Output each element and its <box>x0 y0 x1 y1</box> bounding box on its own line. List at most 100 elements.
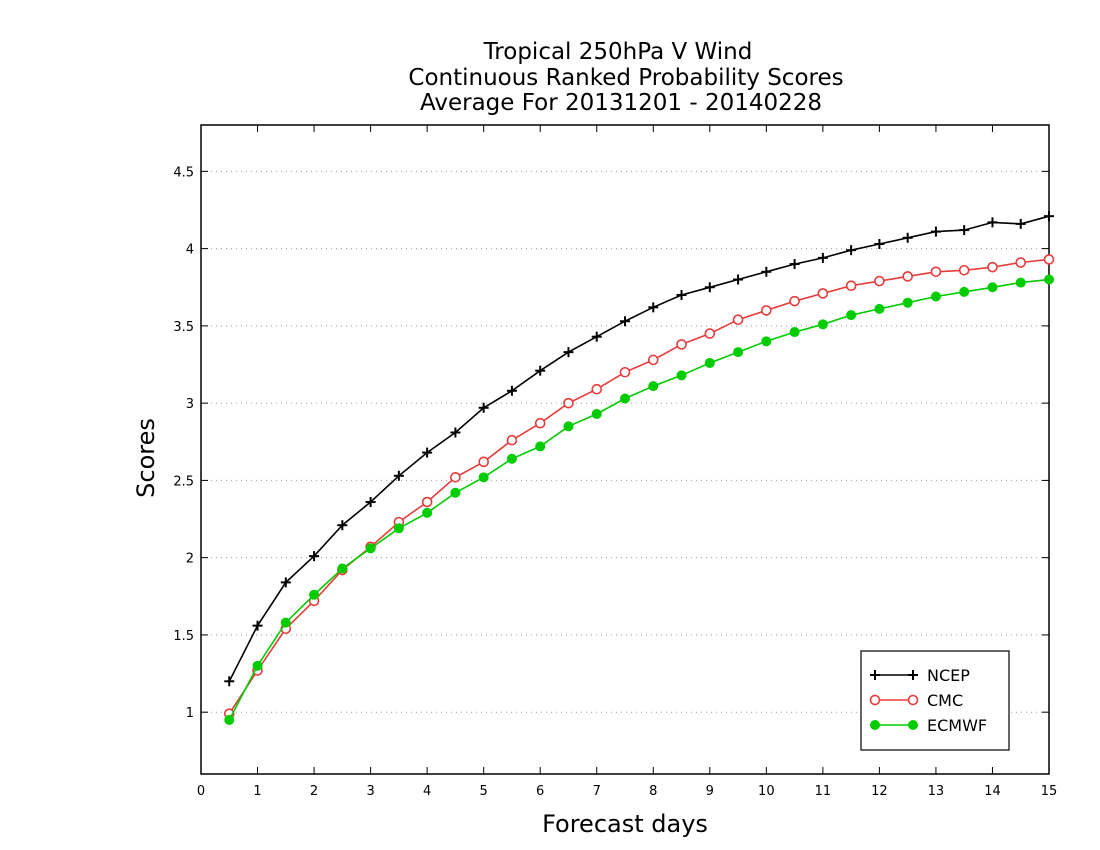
data-point-ecmwf <box>1044 274 1054 285</box>
legend-label-cmc: CMC <box>927 691 963 710</box>
x-tick-label: 11 <box>815 784 832 799</box>
x-axis: 0 1 2 3 4 5 6 7 8 9 10 11 12 13 14 15 <box>197 125 1057 799</box>
data-point-ncep <box>874 238 885 249</box>
data-point-ecmwf <box>393 523 404 534</box>
data-point-ecmwf <box>789 327 800 338</box>
x-tick-label: 2 <box>310 784 318 799</box>
data-point-ecmwf <box>1015 277 1026 288</box>
y-axis-label: Scores <box>132 418 160 498</box>
x-tick-label: 4 <box>423 784 431 799</box>
data-point-ncep <box>1044 211 1054 222</box>
data-point-cmc <box>421 496 433 508</box>
data-point-cmc <box>987 261 998 273</box>
data-point-ncep <box>422 447 433 458</box>
x-tick-label: 14 <box>984 784 1001 799</box>
data-point-ncep <box>506 385 517 396</box>
data-point-ecmwf <box>506 453 517 464</box>
legend-label-ecmwf: ECMWF <box>927 716 987 735</box>
legend-marker <box>870 720 880 730</box>
data-point-ncep <box>365 497 376 508</box>
data-point-ncep <box>987 217 998 228</box>
data-point-cmc <box>704 328 716 339</box>
data-point-ncep <box>224 676 235 687</box>
data-point-ncep <box>393 470 404 481</box>
legend-item-cmc: CMC <box>869 691 963 710</box>
data-point-ncep <box>930 226 941 237</box>
data-point-ecmwf <box>733 347 744 358</box>
data-point-ecmwf <box>874 303 885 314</box>
data-point-cmc <box>902 271 913 282</box>
x-tick-label: 10 <box>758 784 775 799</box>
data-point-ecmwf <box>959 286 970 297</box>
y-tick-label: 4.5 <box>173 165 194 180</box>
legend-marker <box>908 720 918 730</box>
data-point-ecmwf <box>987 282 998 293</box>
data-point-ecmwf <box>252 660 263 671</box>
title-line-2: Continuous Ranked Probability Scores <box>408 65 843 91</box>
data-point-ncep <box>591 331 602 342</box>
series-ecmwf <box>224 274 1054 725</box>
y-tick-label: 2 <box>186 552 194 567</box>
data-point-cmc <box>647 354 659 366</box>
y-tick-label: 1.5 <box>173 629 194 644</box>
data-point-cmc <box>534 417 546 429</box>
x-tick-label: 0 <box>197 784 205 799</box>
title-line-3: Average For 20131201 - 20140228 <box>420 90 822 116</box>
data-point-ncep <box>535 365 546 376</box>
data-point-ncep <box>648 302 659 313</box>
legend-item-ncep: NCEP <box>870 666 970 685</box>
series-layer <box>223 211 1055 725</box>
legend-label-ncep: NCEP <box>927 666 970 685</box>
data-point-ecmwf <box>902 297 913 308</box>
data-point-cmc <box>1043 254 1055 265</box>
legend-marker <box>908 670 918 680</box>
data-point-ecmwf <box>280 617 291 628</box>
x-tick-label: 6 <box>536 784 544 799</box>
data-point-ncep <box>761 266 772 277</box>
data-point-ncep <box>563 347 574 358</box>
data-point-ncep <box>1015 218 1026 229</box>
data-point-ecmwf <box>422 507 433 518</box>
data-point-cmc <box>761 305 772 316</box>
data-point-ecmwf <box>563 421 574 432</box>
x-axis-label: Forecast days <box>542 810 708 838</box>
x-tick-label: 15 <box>1041 784 1058 799</box>
x-tick-label: 7 <box>593 784 601 799</box>
data-point-cmc <box>478 456 489 468</box>
series-line-ncep <box>228 215 1050 682</box>
legend-marker <box>907 694 919 706</box>
data-point-ecmwf <box>648 381 659 392</box>
data-point-cmc <box>676 339 687 350</box>
y-tick-label: 2.5 <box>173 474 194 489</box>
data-point-ncep <box>309 551 320 562</box>
data-point-cmc <box>450 472 461 483</box>
data-point-ncep <box>620 316 630 327</box>
data-point-cmc <box>874 275 885 287</box>
title-line-1: Tropical 250hPa V Wind <box>483 39 753 65</box>
y-tick-label: 4 <box>186 243 194 258</box>
data-point-ecmwf <box>365 543 376 554</box>
data-point-cmc <box>563 397 574 409</box>
series-ncep <box>224 211 1054 687</box>
data-point-ncep <box>846 245 857 256</box>
data-point-ncep <box>676 289 687 300</box>
legend-item-ecmwf: ECMWF <box>870 716 987 735</box>
x-tick-label: 1 <box>253 784 261 799</box>
data-point-ecmwf <box>676 370 687 381</box>
data-point-ncep <box>733 274 744 285</box>
data-point-cmc <box>506 434 518 446</box>
data-point-ncep <box>817 252 828 263</box>
data-point-ecmwf <box>309 589 320 600</box>
data-point-ecmwf <box>817 319 828 330</box>
data-point-ncep <box>789 259 800 270</box>
data-point-ecmwf <box>224 714 235 725</box>
data-point-cmc <box>1015 257 1027 268</box>
y-tick-label: 3 <box>186 397 194 412</box>
data-point-cmc <box>845 280 857 292</box>
data-point-ncep <box>959 225 970 236</box>
data-point-ecmwf <box>450 487 461 498</box>
data-point-cmc <box>732 314 744 326</box>
legend-marker <box>870 670 880 680</box>
y-tick-label: 3.5 <box>173 320 194 335</box>
data-point-ecmwf <box>930 291 941 302</box>
